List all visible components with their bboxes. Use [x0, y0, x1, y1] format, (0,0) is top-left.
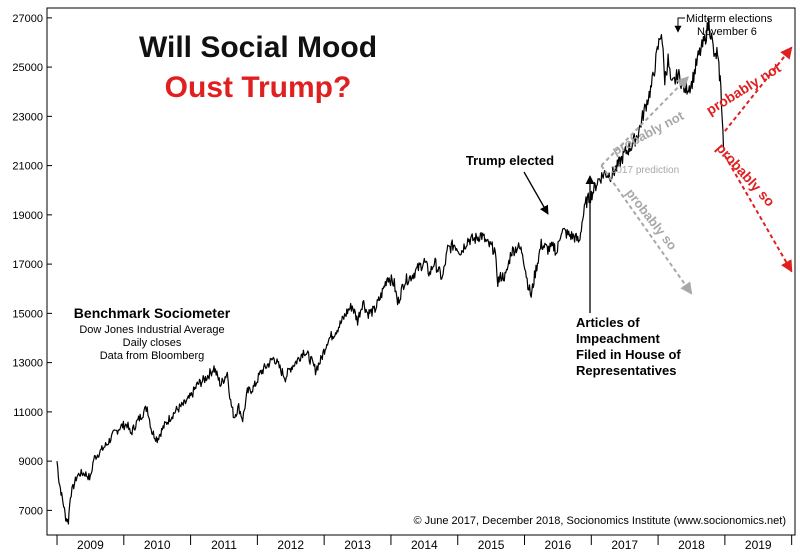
title-line2: Oust Trump? — [165, 71, 352, 104]
label-gray-probably-so: probably so — [623, 186, 680, 253]
y-tick-label: 19000 — [12, 210, 43, 222]
impeachment-label-line3: Filed in House of — [576, 347, 681, 362]
benchmark-line2: Daily closes — [123, 337, 182, 349]
trump-elected-arrow — [523, 171, 549, 215]
impeachment-label-line2: Impeachment — [576, 331, 660, 346]
impeachment-label-line1: Articles of — [576, 315, 640, 330]
label-red-probably-so: probably so — [713, 140, 778, 210]
y-axis-labels: 7000 9000 11000 13000 15000 17000 19000 21000 23… — [12, 13, 43, 518]
y-tick-label: 23000 — [12, 111, 43, 123]
x-tick-label: 2013 — [344, 538, 371, 552]
benchmark-line3: Data from Bloomberg — [100, 350, 205, 362]
projection-red-probably-so — [724, 155, 793, 273]
x-tick-label: 2014 — [411, 538, 438, 552]
y-tick-label: 15000 — [12, 308, 43, 320]
benchmark-heading: Benchmark Sociometer — [74, 305, 231, 321]
x-tick-label: 2016 — [545, 538, 572, 552]
axis-ticks — [47, 17, 793, 545]
projection-gray-probably-so — [600, 165, 693, 295]
x-tick-label: 2017 — [611, 538, 638, 552]
x-tick-label: 2019 — [745, 538, 772, 552]
midterm-label-line2: November 6 — [697, 26, 757, 38]
y-tick-label: 9000 — [19, 456, 43, 468]
title-line1: Will Social Mood — [139, 31, 377, 64]
y-tick-label: 7000 — [19, 505, 43, 517]
x-axis-labels: 2009 2010 2011 2012 2013 2014 2015 2016 2017 2018… — [77, 538, 772, 552]
midterm-arrow — [674, 17, 685, 33]
y-tick-label: 25000 — [12, 62, 43, 74]
projection-red-probably-not — [724, 46, 793, 132]
x-tick-label: 2018 — [678, 538, 705, 552]
x-tick-label: 2011 — [211, 538, 237, 552]
x-tick-label: 2012 — [277, 538, 304, 552]
y-tick-label: 13000 — [12, 358, 43, 370]
y-tick-label: 27000 — [12, 13, 43, 25]
trump-elected-label: Trump elected — [466, 153, 554, 168]
y-tick-label: 11000 — [13, 407, 43, 419]
label-2017-prediction: 2017 prediction — [611, 165, 679, 176]
plot-frame — [46, 7, 796, 536]
y-tick-label: 17000 — [12, 259, 43, 271]
midterm-label-line1: Midterm elections — [686, 13, 773, 25]
copyright-text: © June 2017, December 2018, Socionomics … — [413, 515, 786, 527]
impeachment-label-line4: Representatives — [576, 363, 676, 378]
label-gray-probably-not: probably not — [610, 108, 687, 159]
dow-series-line — [56, 18, 725, 525]
x-tick-label: 2009 — [77, 538, 104, 552]
benchmark-line1: Dow Jones Industrial Average — [79, 324, 224, 336]
x-tick-label: 2015 — [478, 538, 505, 552]
x-tick-label: 2010 — [144, 538, 171, 552]
y-tick-label: 21000 — [12, 161, 43, 173]
